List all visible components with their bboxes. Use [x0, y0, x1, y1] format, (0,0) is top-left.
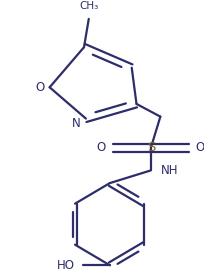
Text: NH: NH: [161, 164, 179, 177]
Text: S: S: [147, 141, 155, 154]
Text: N: N: [72, 117, 81, 130]
Text: O: O: [35, 81, 45, 94]
Text: O: O: [196, 141, 204, 154]
Text: O: O: [96, 141, 106, 154]
Text: HO: HO: [57, 259, 75, 272]
Text: CH₃: CH₃: [79, 1, 98, 11]
